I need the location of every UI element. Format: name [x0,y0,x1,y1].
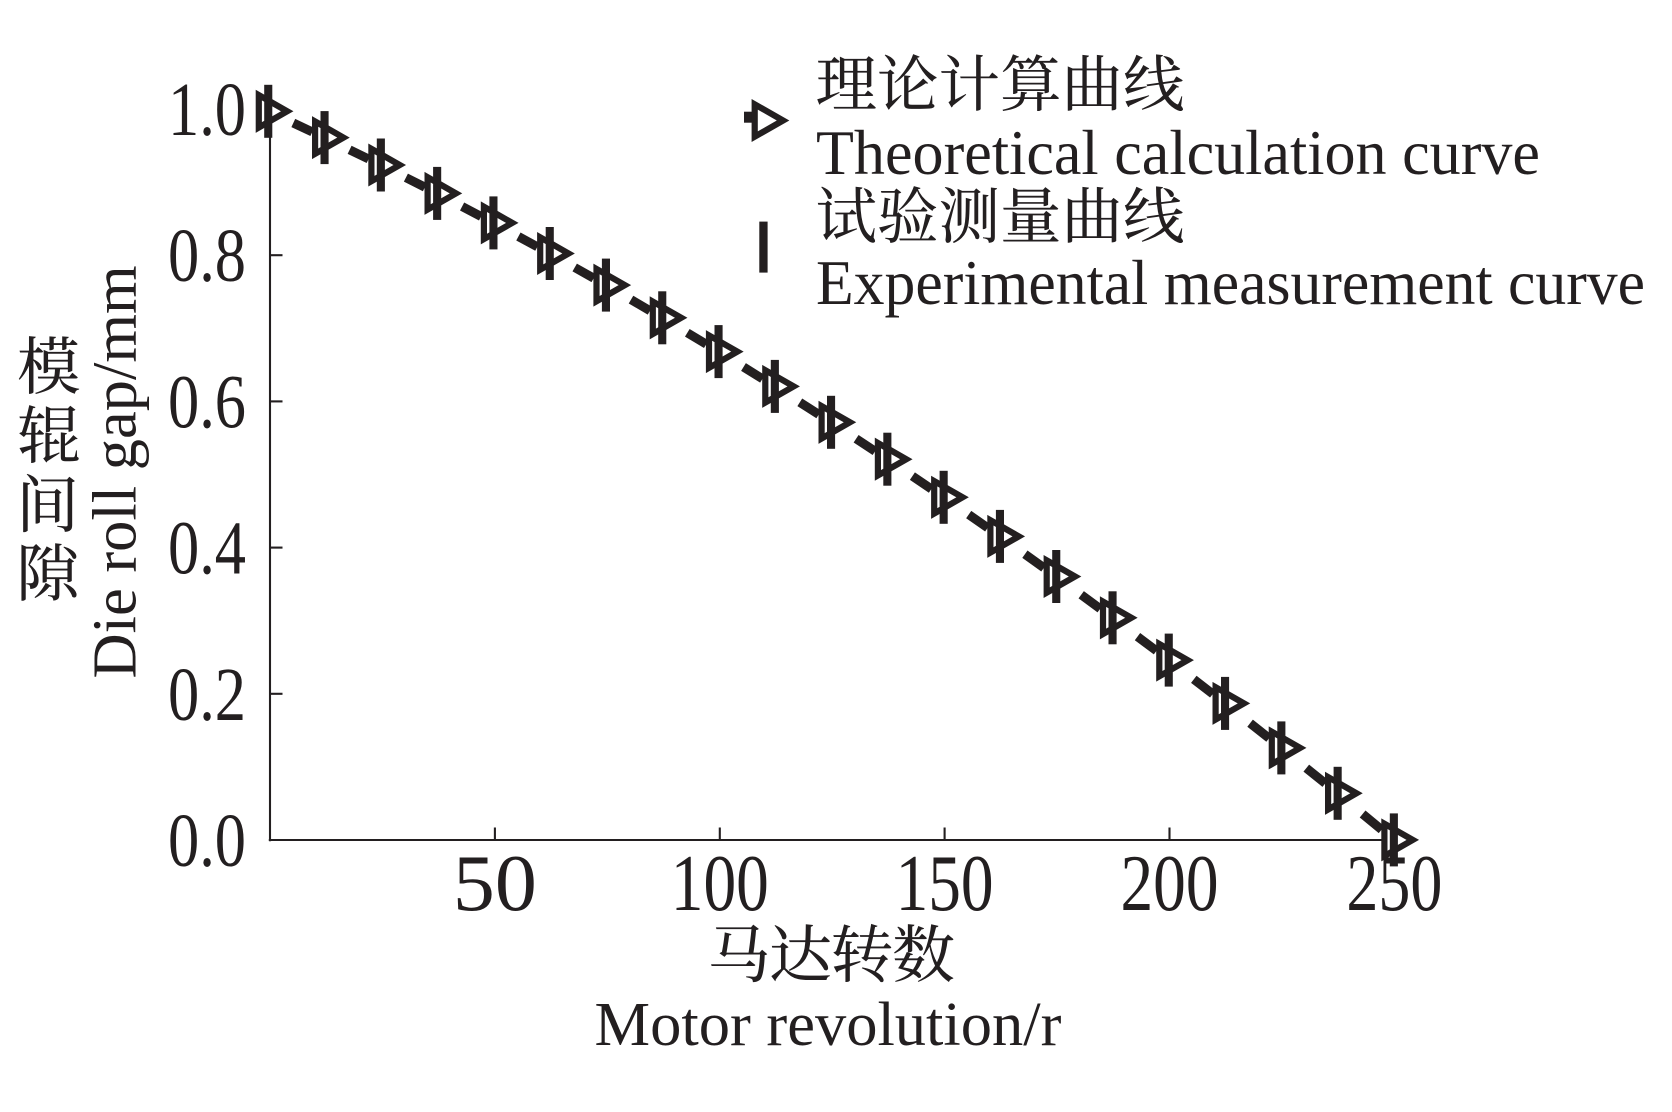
svg-text:50: 50 [453,840,537,928]
svg-text:Theoretical calculation curve: Theoretical calculation curve [816,118,1540,188]
svg-text:0.0: 0.0 [168,799,246,883]
svg-text:Experimental measurement curve: Experimental measurement curve [816,248,1645,318]
svg-text:250: 250 [1346,840,1442,928]
svg-text:0.4: 0.4 [168,507,246,591]
svg-text:Die roll gap/mm: Die roll gap/mm [80,265,150,678]
svg-text:100: 100 [671,840,769,928]
svg-text:200: 200 [1121,840,1219,928]
svg-text:1.0: 1.0 [168,68,246,152]
svg-text:Motor revolution/r: Motor revolution/r [595,989,1062,1059]
svg-text:0.8: 0.8 [168,214,246,298]
svg-text:0.2: 0.2 [168,653,246,737]
svg-text:0.6: 0.6 [168,360,246,444]
svg-text:150: 150 [896,840,994,928]
